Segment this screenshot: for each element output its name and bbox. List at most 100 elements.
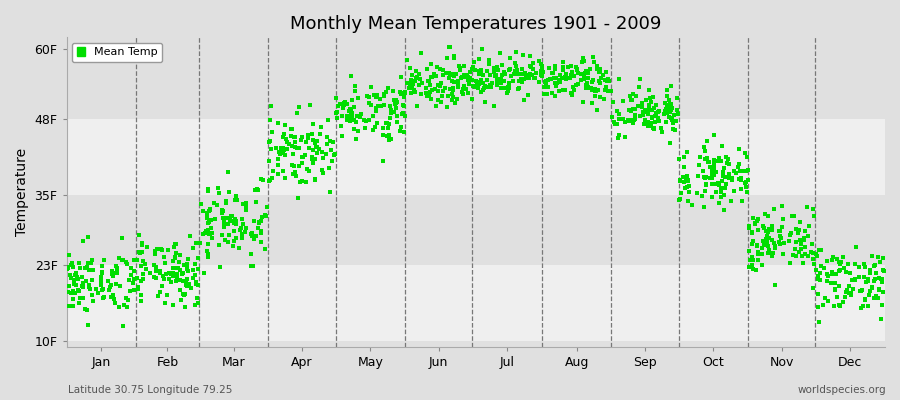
Point (788, 253, 803, 259)
Point (598, 69, 613, 76)
Point (136, 258, 150, 264)
Point (711, 180, 725, 186)
Point (72, 264, 86, 271)
Point (389, 105, 403, 112)
Point (627, 115, 642, 122)
Point (611, 134, 625, 141)
Point (114, 235, 129, 241)
Point (306, 120, 320, 127)
Point (491, 67, 505, 73)
Point (344, 113, 358, 119)
Point (647, 125, 662, 132)
Point (201, 251, 215, 257)
Point (754, 251, 769, 258)
Point (345, 110, 359, 116)
Point (268, 145, 283, 151)
Point (877, 268, 891, 274)
Point (95, 295, 110, 301)
Point (112, 304, 126, 310)
Point (326, 139, 340, 146)
Point (247, 236, 261, 242)
Point (550, 79, 564, 86)
Point (869, 270, 884, 276)
Point (220, 168, 235, 175)
Point (188, 281, 202, 287)
Point (851, 264, 866, 270)
Point (769, 282, 783, 288)
Point (235, 235, 249, 242)
Point (746, 238, 760, 244)
Point (644, 107, 659, 113)
Point (439, 70, 454, 76)
Point (745, 265, 760, 272)
Point (69, 270, 84, 276)
Point (741, 177, 755, 184)
Point (490, 80, 504, 86)
Point (811, 275, 825, 281)
Point (276, 146, 291, 153)
Point (187, 272, 202, 278)
Point (596, 71, 610, 78)
Point (617, 119, 632, 126)
Point (547, 75, 562, 81)
Point (842, 283, 856, 290)
Point (644, 115, 659, 121)
Point (861, 278, 876, 284)
Point (254, 176, 268, 182)
Point (726, 188, 741, 194)
Point (760, 250, 775, 257)
Point (580, 75, 595, 82)
Point (83, 285, 97, 292)
Point (721, 174, 735, 180)
Point (515, 66, 529, 72)
Point (689, 190, 704, 196)
Point (235, 231, 249, 237)
Point (122, 277, 136, 283)
Point (604, 88, 618, 94)
Point (115, 257, 130, 264)
Point (711, 154, 725, 161)
Point (397, 90, 411, 96)
Point (72, 288, 86, 294)
Point (68, 290, 82, 296)
Point (188, 260, 202, 267)
Point (758, 211, 772, 218)
Point (272, 149, 286, 156)
Point (739, 178, 753, 185)
Point (293, 179, 308, 185)
Point (836, 254, 850, 260)
Point (140, 244, 154, 250)
Point (706, 181, 720, 187)
Point (342, 118, 356, 124)
Point (158, 300, 173, 306)
Point (539, 81, 554, 88)
Point (436, 71, 451, 78)
Point (601, 88, 616, 95)
Point (134, 278, 148, 284)
Point (529, 70, 544, 76)
Point (250, 186, 265, 192)
Point (180, 275, 194, 282)
Point (815, 302, 830, 308)
Point (872, 259, 886, 265)
Point (699, 137, 714, 144)
Point (556, 86, 571, 93)
Point (677, 154, 691, 160)
Point (570, 67, 584, 73)
Point (104, 282, 119, 288)
Point (607, 118, 621, 125)
Point (794, 241, 808, 248)
Point (577, 74, 591, 80)
Point (274, 145, 288, 152)
Point (229, 218, 243, 225)
Point (527, 75, 542, 82)
Point (798, 244, 813, 250)
Point (718, 174, 733, 180)
Point (716, 143, 730, 149)
Point (189, 240, 203, 246)
Point (511, 78, 526, 84)
Point (202, 231, 217, 237)
Point (806, 256, 821, 262)
Point (722, 175, 736, 181)
Point (395, 90, 410, 96)
